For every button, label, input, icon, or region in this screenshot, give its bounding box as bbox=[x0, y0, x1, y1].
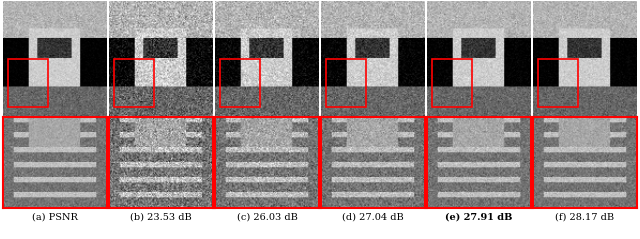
Bar bbox=[220, 59, 260, 107]
Text: (f) 28.17 dB: (f) 28.17 dB bbox=[556, 213, 614, 222]
Bar bbox=[538, 59, 577, 107]
Text: (d) 27.04 dB: (d) 27.04 dB bbox=[342, 213, 404, 222]
Text: (e) 27.91 dB: (e) 27.91 dB bbox=[445, 213, 513, 222]
Bar bbox=[432, 59, 472, 107]
Bar bbox=[326, 59, 365, 107]
Text: (a) PSNR: (a) PSNR bbox=[32, 213, 78, 222]
Text: (b) 23.53 dB: (b) 23.53 dB bbox=[131, 213, 192, 222]
Bar bbox=[115, 59, 154, 107]
Bar bbox=[8, 59, 48, 107]
Text: (c) 26.03 dB: (c) 26.03 dB bbox=[237, 213, 298, 222]
